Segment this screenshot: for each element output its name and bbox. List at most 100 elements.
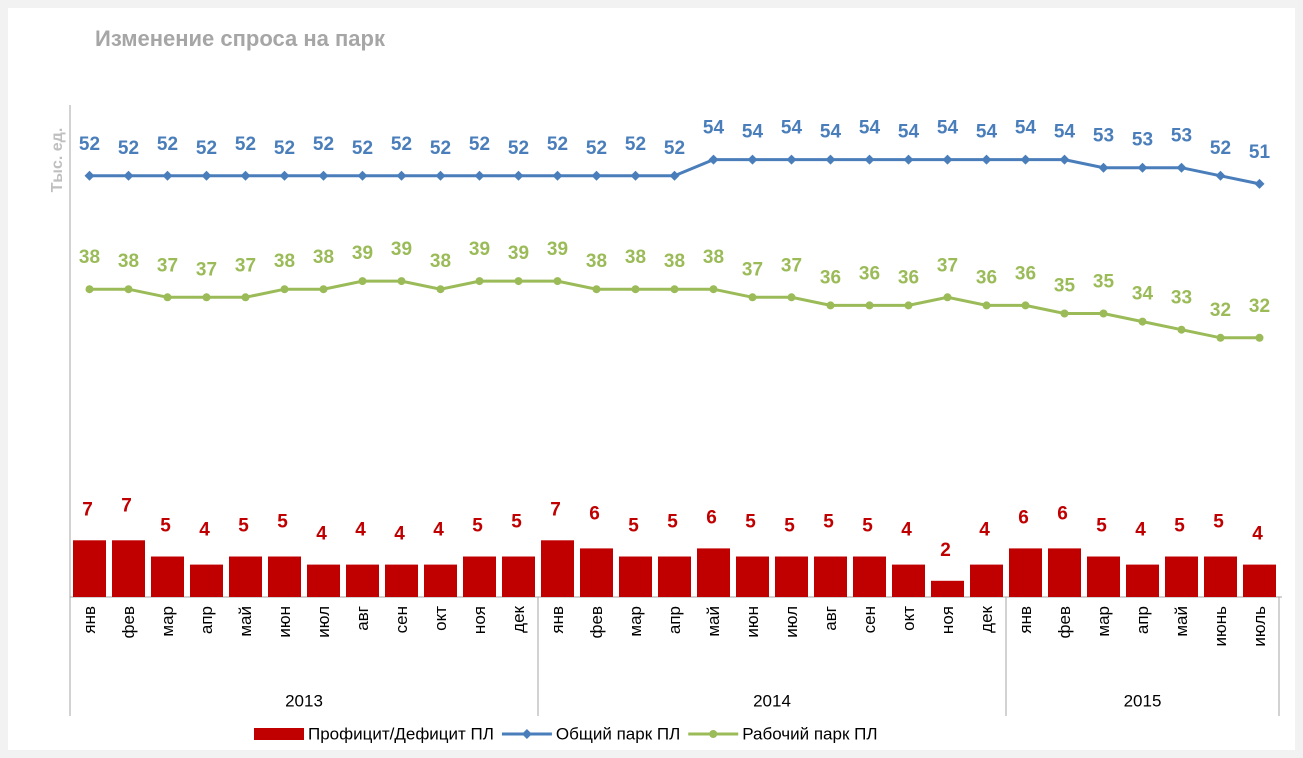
data-label: 7 xyxy=(82,499,93,520)
x-tick-label: сен xyxy=(860,606,879,633)
marker xyxy=(1098,162,1109,173)
data-label: 52 xyxy=(1210,138,1231,159)
bar xyxy=(931,580,964,597)
data-label: 52 xyxy=(313,134,334,155)
marker xyxy=(163,293,172,302)
x-tick-label: янв xyxy=(548,606,567,634)
data-label: 36 xyxy=(898,267,919,288)
data-label: 52 xyxy=(547,134,568,155)
marker xyxy=(748,293,757,302)
bar xyxy=(424,564,457,597)
marker xyxy=(319,285,328,294)
x-tick-label: июль xyxy=(1250,606,1269,647)
bar xyxy=(1204,556,1237,597)
data-label: 52 xyxy=(625,134,646,155)
data-label: 36 xyxy=(976,267,997,288)
data-label: 5 xyxy=(784,516,795,537)
marker xyxy=(475,277,484,286)
x-tick-label: янв xyxy=(80,606,99,634)
bar xyxy=(814,556,847,597)
marker xyxy=(747,154,758,165)
marker xyxy=(1020,154,1031,165)
marker xyxy=(709,285,718,294)
data-label: 38 xyxy=(118,251,139,272)
data-label: 4 xyxy=(355,520,366,541)
data-label: 36 xyxy=(820,267,841,288)
marker xyxy=(1215,170,1226,181)
bar xyxy=(1009,548,1042,597)
data-label: 52 xyxy=(352,138,373,159)
data-label: 52 xyxy=(274,138,295,159)
data-label: 6 xyxy=(706,507,717,528)
data-label: 38 xyxy=(313,247,334,268)
data-label: 53 xyxy=(1171,126,1192,147)
data-label: 54 xyxy=(781,118,803,139)
bar xyxy=(112,540,145,597)
marker xyxy=(279,170,290,181)
data-label: 38 xyxy=(430,251,451,272)
marker xyxy=(435,170,446,181)
data-label: 37 xyxy=(235,255,256,276)
data-label: 54 xyxy=(703,118,725,139)
marker xyxy=(124,285,133,294)
marker xyxy=(318,170,329,181)
data-label: 5 xyxy=(238,516,249,537)
data-label: 33 xyxy=(1171,288,1192,309)
marker xyxy=(631,285,640,294)
data-label: 52 xyxy=(391,134,412,155)
x-tick-label: авг xyxy=(353,606,372,631)
marker xyxy=(1138,317,1147,326)
data-label: 53 xyxy=(1132,130,1153,151)
bar xyxy=(190,564,223,597)
marker xyxy=(280,285,289,294)
bar xyxy=(619,556,652,597)
data-label: 4 xyxy=(901,520,912,541)
x-tick-label: дек xyxy=(977,605,996,632)
data-label: 7 xyxy=(550,499,561,520)
data-label: 39 xyxy=(352,243,373,264)
bar xyxy=(229,556,262,597)
bar xyxy=(73,540,106,597)
data-label: 5 xyxy=(667,512,678,533)
marker xyxy=(553,277,562,286)
x-tick-label: апр xyxy=(1133,606,1152,634)
marker xyxy=(982,301,991,310)
marker xyxy=(241,293,250,302)
marker xyxy=(396,170,407,181)
bar xyxy=(541,540,574,597)
marker xyxy=(630,170,641,181)
x-tick-label: дек xyxy=(509,605,528,632)
marker xyxy=(1176,162,1187,173)
data-label: 6 xyxy=(1057,503,1068,524)
data-label: 35 xyxy=(1093,272,1115,293)
bar xyxy=(346,564,379,597)
x-tick-label: фев xyxy=(119,606,138,638)
marker xyxy=(85,285,94,294)
data-label: 5 xyxy=(160,516,171,537)
x-tick-label: фев xyxy=(1055,606,1074,638)
data-label: 52 xyxy=(196,138,217,159)
data-label: 37 xyxy=(781,255,802,276)
bar xyxy=(892,564,925,597)
x-tick-label: июл xyxy=(314,606,333,638)
data-label: 38 xyxy=(274,251,295,272)
data-label: 5 xyxy=(511,512,522,533)
legend-marker xyxy=(521,729,532,739)
data-label: 4 xyxy=(1135,520,1146,541)
data-label: 5 xyxy=(1096,516,1107,537)
marker xyxy=(240,170,251,181)
x-tick-label: сен xyxy=(392,606,411,633)
marker xyxy=(903,154,914,165)
y-axis-label: Тыс. ед. xyxy=(49,128,66,193)
data-label: 38 xyxy=(703,247,724,268)
data-label: 36 xyxy=(1015,263,1036,284)
data-label: 34 xyxy=(1132,284,1154,305)
data-label: 5 xyxy=(277,512,288,533)
data-label: 52 xyxy=(79,134,100,155)
bar xyxy=(268,556,301,597)
data-label: 2 xyxy=(940,540,951,561)
marker xyxy=(1254,178,1265,189)
data-label: 4 xyxy=(316,524,327,545)
marker xyxy=(1177,325,1186,334)
